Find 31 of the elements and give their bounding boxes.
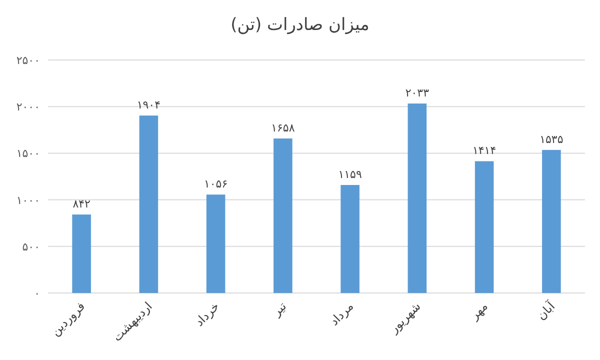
- bar: [474, 161, 494, 293]
- bar: [206, 194, 226, 293]
- chart-title: میزان صادرات (تن): [230, 15, 370, 35]
- bar: [340, 184, 360, 293]
- data-label: ۱۹۰۴: [136, 98, 161, 112]
- y-tick-label: ۵۰۰: [22, 240, 40, 254]
- data-label: ۱۶۵۸: [271, 121, 295, 134]
- y-tick-label: ۲۰۰۰: [16, 100, 40, 114]
- x-tick-label: تیر: [268, 299, 290, 320]
- y-tick-label: ۲۵۰۰: [16, 54, 40, 67]
- x-tick-label: اردیبهشت: [110, 299, 155, 344]
- y-tick-label: ۱۵۰۰: [16, 147, 40, 160]
- data-label: ۱۰۵۶: [204, 178, 228, 191]
- x-tick-label: مرداد: [327, 299, 356, 328]
- x-tick-label: مهر: [466, 299, 490, 323]
- data-label: ۸۴۲: [72, 198, 91, 211]
- bar: [72, 214, 91, 293]
- data-label: ۱۴۱۴: [472, 144, 496, 158]
- y-tick-label: ۰: [34, 287, 40, 300]
- bar: [408, 104, 427, 293]
- y-tick-label: ۱۰۰۰: [16, 194, 40, 207]
- bar: [274, 138, 292, 293]
- x-tick-label: آبان: [533, 298, 558, 323]
- bar: [542, 150, 561, 293]
- x-tick-label: شهریور: [386, 299, 424, 336]
- data-label: ۱۱۵۹: [338, 168, 362, 181]
- x-tick-label: فروردین: [48, 299, 88, 339]
- bar: [139, 116, 158, 293]
- x-tick-label: خرداد: [192, 299, 222, 329]
- data-label: ۲۰۳۳: [405, 86, 430, 100]
- data-label: ۱۵۳۵: [540, 132, 564, 146]
